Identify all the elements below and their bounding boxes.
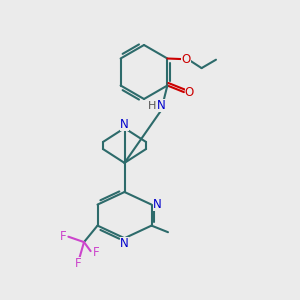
Text: F: F (93, 246, 99, 259)
Text: F: F (75, 257, 81, 270)
Text: O: O (185, 85, 194, 99)
Text: O: O (182, 52, 190, 66)
Text: N: N (120, 237, 129, 250)
Text: N: N (153, 198, 162, 211)
Text: H: H (148, 101, 157, 111)
Text: F: F (60, 230, 66, 243)
Text: N: N (157, 99, 166, 112)
Text: N: N (120, 118, 129, 131)
